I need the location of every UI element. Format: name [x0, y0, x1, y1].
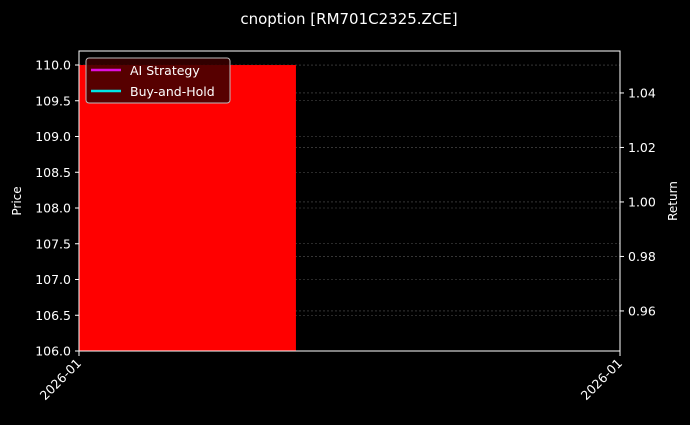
- y-axis-right-label: Return: [666, 181, 680, 221]
- bars: [79, 65, 296, 352]
- y-tick-label: 110.0: [35, 58, 71, 73]
- price-bar: [79, 65, 296, 352]
- x-tick-label: 2026-01: [37, 356, 85, 404]
- legend: AI Strategy Buy-and-Hold: [85, 57, 231, 104]
- plot-frame: [78, 50, 621, 352]
- chart-title: cnoption [RM701C2325.ZCE]: [240, 10, 457, 28]
- y-tick-label: 108.5: [35, 165, 71, 180]
- y-tick-label: 106.5: [35, 308, 71, 323]
- y-tick-label: 106.0: [35, 344, 71, 359]
- y-axis-label: Price: [10, 186, 24, 215]
- y-right-tick-label: 1.00: [628, 194, 656, 209]
- y-tick-label: 109.5: [35, 93, 71, 108]
- y-right-tick-label: 0.98: [628, 249, 656, 264]
- y-tick-label: 108.0: [35, 201, 71, 216]
- y-right-tick-label: 1.02: [628, 140, 656, 155]
- legend-label-buy-and-hold: Buy-and-Hold: [130, 84, 215, 99]
- y-right-tick-label: 1.04: [628, 85, 656, 100]
- y-tick-label: 107.0: [35, 272, 71, 287]
- x-tick-label: 2026-01: [578, 356, 626, 404]
- y-tick-label: 109.0: [35, 129, 71, 144]
- y-right-tick-label: 0.96: [628, 303, 656, 318]
- y-tick-label: 107.5: [35, 236, 71, 251]
- legend-label-ai-strategy: AI Strategy: [130, 63, 200, 78]
